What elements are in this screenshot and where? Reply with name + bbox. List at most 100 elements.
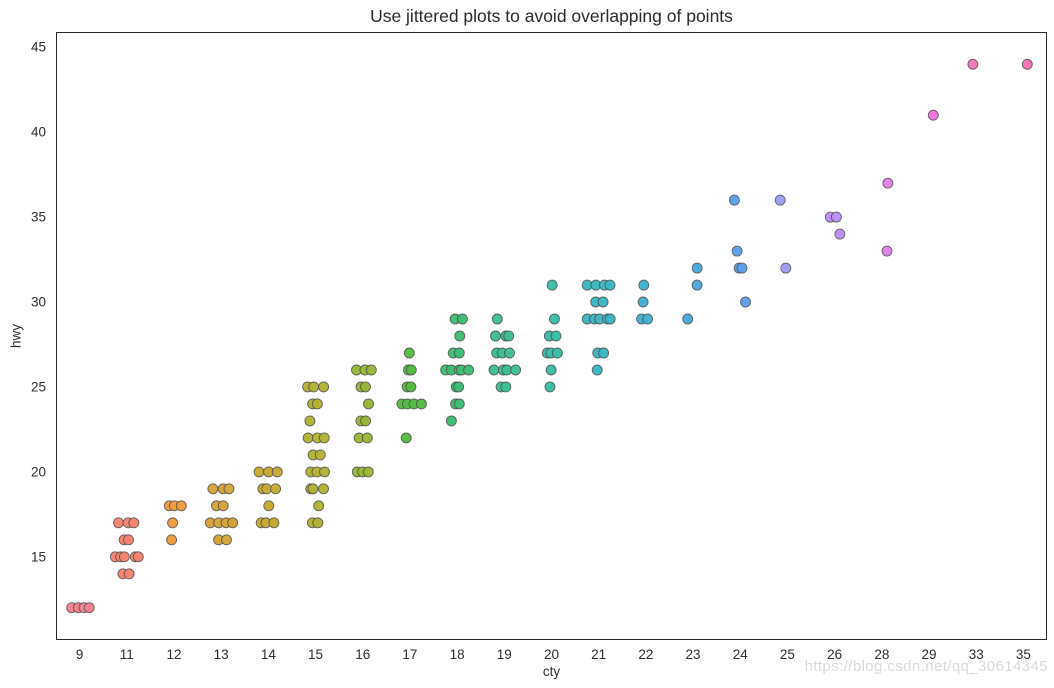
data-point xyxy=(302,432,314,444)
data-point xyxy=(638,279,650,291)
data-point xyxy=(830,211,842,223)
data-point xyxy=(318,381,330,393)
y-tick-label: 35 xyxy=(30,209,46,225)
data-point xyxy=(400,432,412,444)
data-point xyxy=(319,466,330,478)
data-point xyxy=(207,483,219,495)
data-point xyxy=(217,500,229,512)
data-point xyxy=(113,517,124,529)
data-point xyxy=(736,262,748,274)
data-point xyxy=(967,58,979,70)
data-point xyxy=(456,313,468,325)
data-point xyxy=(223,483,235,495)
data-point xyxy=(362,466,374,478)
data-point xyxy=(691,262,703,274)
data-point xyxy=(270,483,282,495)
y-tick-label: 40 xyxy=(30,124,46,140)
x-tick-label: 16 xyxy=(355,647,371,662)
x-tick-label: 21 xyxy=(591,647,607,662)
data-point xyxy=(881,245,893,257)
data-point xyxy=(544,381,556,393)
x-tick-label: 14 xyxy=(260,647,276,662)
data-point xyxy=(268,517,280,529)
data-point xyxy=(132,551,144,563)
data-point xyxy=(304,415,316,427)
data-point xyxy=(118,551,130,563)
data-point xyxy=(549,313,560,325)
data-point xyxy=(642,313,654,325)
data-point xyxy=(780,262,792,274)
data-point xyxy=(363,398,374,410)
data-point xyxy=(123,534,134,546)
data-point xyxy=(403,347,415,359)
data-point xyxy=(360,381,371,393)
data-point xyxy=(591,364,603,376)
data-point xyxy=(313,500,325,512)
y-tick-label: 15 xyxy=(30,549,46,565)
data-point xyxy=(731,245,743,257)
x-tick-label: 20 xyxy=(543,647,560,662)
data-point xyxy=(604,313,616,325)
y-tick-label: 30 xyxy=(30,294,46,310)
data-point xyxy=(227,517,239,529)
data-point xyxy=(682,313,694,325)
data-point xyxy=(308,381,320,393)
data-point xyxy=(263,500,275,512)
x-tick-label: 9 xyxy=(75,647,84,662)
x-tick-label: 15 xyxy=(308,647,324,662)
x-tick-label: 29 xyxy=(921,647,937,662)
data-point xyxy=(128,517,140,529)
data-point xyxy=(307,483,319,495)
data-point xyxy=(405,364,417,376)
data-point xyxy=(445,415,457,427)
data-point xyxy=(314,449,326,461)
data-point xyxy=(598,347,610,359)
data-point xyxy=(318,432,330,444)
y-tick-label: 45 xyxy=(30,39,46,55)
x-tick-label: 17 xyxy=(402,647,418,662)
data-point xyxy=(360,415,372,427)
data-point xyxy=(740,296,751,308)
x-tick-label: 26 xyxy=(827,647,843,662)
data-point xyxy=(311,398,323,410)
x-tick-label: 24 xyxy=(732,647,748,662)
data-point xyxy=(545,364,557,376)
x-tick-label: 18 xyxy=(449,647,465,662)
data-point xyxy=(463,364,475,376)
data-point xyxy=(166,534,178,546)
data-point xyxy=(774,194,786,206)
data-point xyxy=(504,347,515,359)
x-tick-label: 13 xyxy=(213,647,229,662)
data-point xyxy=(551,347,563,359)
y-tick-label: 25 xyxy=(30,379,46,395)
data-point xyxy=(637,296,649,308)
x-tick-label: 11 xyxy=(119,647,134,662)
data-point xyxy=(123,568,135,580)
data-point xyxy=(550,330,562,342)
x-tick-label: 28 xyxy=(874,647,890,662)
data-point xyxy=(503,330,515,342)
data-point xyxy=(175,500,187,512)
data-point xyxy=(500,381,512,393)
x-tick-label: 19 xyxy=(496,647,512,662)
data-point xyxy=(604,279,616,291)
data-point xyxy=(1021,58,1033,70)
data-point xyxy=(253,466,265,478)
data-point xyxy=(453,381,465,393)
data-point xyxy=(318,483,329,495)
data-point xyxy=(415,398,427,410)
data-point xyxy=(491,313,503,325)
chart-title: Use jittered plots to avoid overlapping … xyxy=(370,6,733,26)
data-point xyxy=(882,177,894,189)
watermark: https://blog.csdn.net/qq_30614345 xyxy=(804,658,1048,675)
x-tick-label: 25 xyxy=(779,647,795,662)
data-point xyxy=(365,364,377,376)
data-point xyxy=(834,228,846,240)
x-tick-label: 22 xyxy=(638,647,654,662)
x-tick-label: 35 xyxy=(1015,647,1031,662)
x-tick-label: 12 xyxy=(166,647,182,662)
x-tick-label: 23 xyxy=(685,647,701,662)
data-point xyxy=(728,194,740,206)
